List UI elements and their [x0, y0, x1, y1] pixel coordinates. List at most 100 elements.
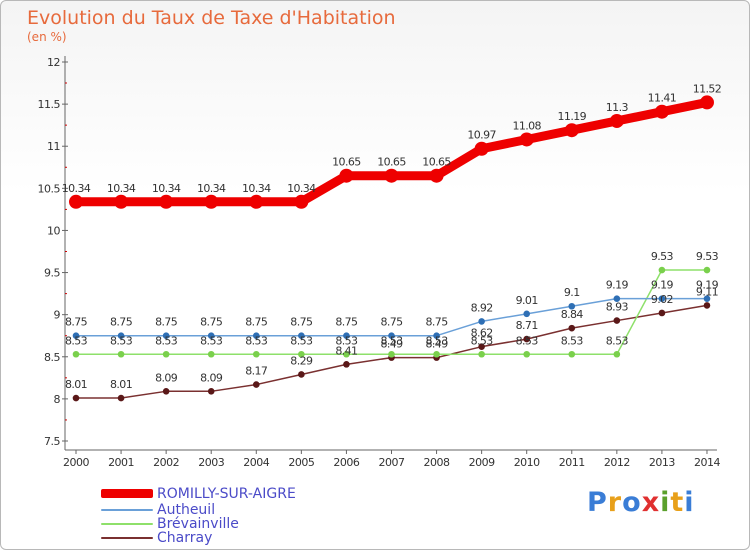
data-point — [658, 266, 666, 274]
data-label: 10.34 — [107, 182, 136, 195]
legend-item: Brévainville — [101, 515, 239, 532]
data-label: 9.53 — [651, 250, 674, 263]
y-tick-label: 7.5 — [44, 435, 60, 448]
data-label: 8.17 — [245, 365, 268, 378]
data-label: 8.75 — [380, 316, 403, 329]
data-label: 8.49 — [426, 338, 449, 351]
logo-letter: t — [670, 487, 685, 518]
y-tick-label: 10.5 — [38, 182, 61, 195]
data-label: 8.71 — [516, 319, 538, 332]
data-point — [568, 350, 576, 358]
x-tick-label: 2001 — [108, 456, 134, 469]
data-label: 8.41 — [335, 344, 357, 357]
data-label: 8.01 — [65, 378, 87, 391]
x-tick-label: 2006 — [333, 456, 359, 469]
x-tick-label: 2013 — [649, 456, 675, 469]
y-tick-label: 8.5 — [44, 351, 60, 364]
y-tick-label: 11 — [47, 140, 60, 153]
legend-item: Autheuil — [101, 502, 215, 518]
data-point — [252, 332, 260, 340]
data-label: 11.3 — [606, 101, 629, 114]
data-label: 8.53 — [426, 334, 449, 347]
x-tick-label: 2007 — [378, 456, 404, 469]
data-point — [658, 295, 666, 302]
data-label: 8.75 — [426, 316, 449, 329]
data-label: 8.53 — [290, 334, 313, 347]
data-point — [703, 302, 711, 309]
data-point — [117, 394, 125, 402]
data-label: 9.53 — [696, 250, 719, 263]
logo-letter: P — [587, 487, 608, 518]
data-point — [162, 332, 170, 340]
data-point — [523, 350, 530, 358]
data-label: 8.92 — [471, 301, 493, 314]
data-point — [429, 168, 444, 183]
data-label: 10.34 — [242, 182, 271, 195]
data-label: 8.53 — [380, 334, 403, 347]
data-point — [523, 335, 530, 343]
x-tick-label: 2010 — [514, 456, 540, 469]
data-label: 8.53 — [155, 334, 178, 347]
data-point — [72, 350, 80, 358]
data-point — [162, 350, 170, 358]
data-label: 8.53 — [65, 334, 88, 347]
data-label: 8.53 — [606, 334, 629, 347]
data-label: 9.02 — [651, 293, 673, 306]
data-point — [703, 295, 711, 302]
data-point — [298, 350, 305, 358]
legend-label: Brévainville — [157, 515, 239, 532]
data-point — [703, 266, 711, 274]
data-label: 9.11 — [696, 285, 718, 298]
data-label: 10.65 — [422, 156, 451, 169]
logo-letter: x — [641, 487, 661, 518]
data-point — [613, 350, 621, 358]
data-point — [609, 113, 624, 128]
data-label: 8.01 — [110, 378, 132, 391]
data-label: 10.34 — [197, 182, 226, 195]
data-point — [294, 194, 309, 209]
logo-letter: o — [622, 487, 642, 518]
data-label: 8.75 — [335, 316, 358, 329]
data-label: 8.53 — [335, 334, 358, 347]
data-point — [117, 332, 125, 340]
data-point — [388, 350, 395, 358]
data-point — [343, 361, 350, 368]
y-tick-label: 8 — [54, 393, 61, 406]
data-point — [474, 141, 489, 156]
x-tick-label: 2014 — [694, 456, 720, 469]
data-point — [478, 343, 485, 350]
legend-item: ROMILLY-SUR-AIGRE — [101, 486, 296, 502]
data-point — [613, 317, 621, 324]
data-point — [298, 371, 305, 378]
legend-label: Charray — [157, 529, 213, 546]
x-tick-label: 2011 — [559, 456, 585, 469]
data-point — [117, 350, 125, 358]
data-point — [564, 123, 579, 138]
x-tick-label: 2004 — [243, 456, 269, 469]
data-label: 8.53 — [516, 334, 539, 347]
data-point — [162, 388, 170, 395]
data-point — [519, 132, 534, 147]
data-point — [207, 332, 215, 340]
x-tick-label: 2002 — [153, 456, 179, 469]
y-tick-label: 10 — [47, 224, 60, 237]
y-tick-label: 9 — [54, 309, 61, 322]
data-point — [204, 194, 219, 209]
x-tick-label: 2000 — [63, 456, 89, 469]
data-label: 8.75 — [290, 316, 313, 329]
data-label: 11.19 — [558, 110, 587, 123]
data-point — [72, 332, 80, 340]
data-point — [159, 194, 174, 209]
data-label: 9.1 — [564, 286, 580, 299]
chart-subtitle: (en %) — [27, 30, 67, 44]
data-label: 9.19 — [651, 279, 674, 292]
logo-letter: i — [684, 487, 695, 518]
legend-item: Charray — [101, 529, 213, 546]
data-point — [478, 350, 485, 358]
logo-letter: r — [607, 487, 623, 518]
data-point — [343, 332, 350, 340]
data-point — [388, 332, 395, 340]
data-point — [523, 310, 530, 318]
